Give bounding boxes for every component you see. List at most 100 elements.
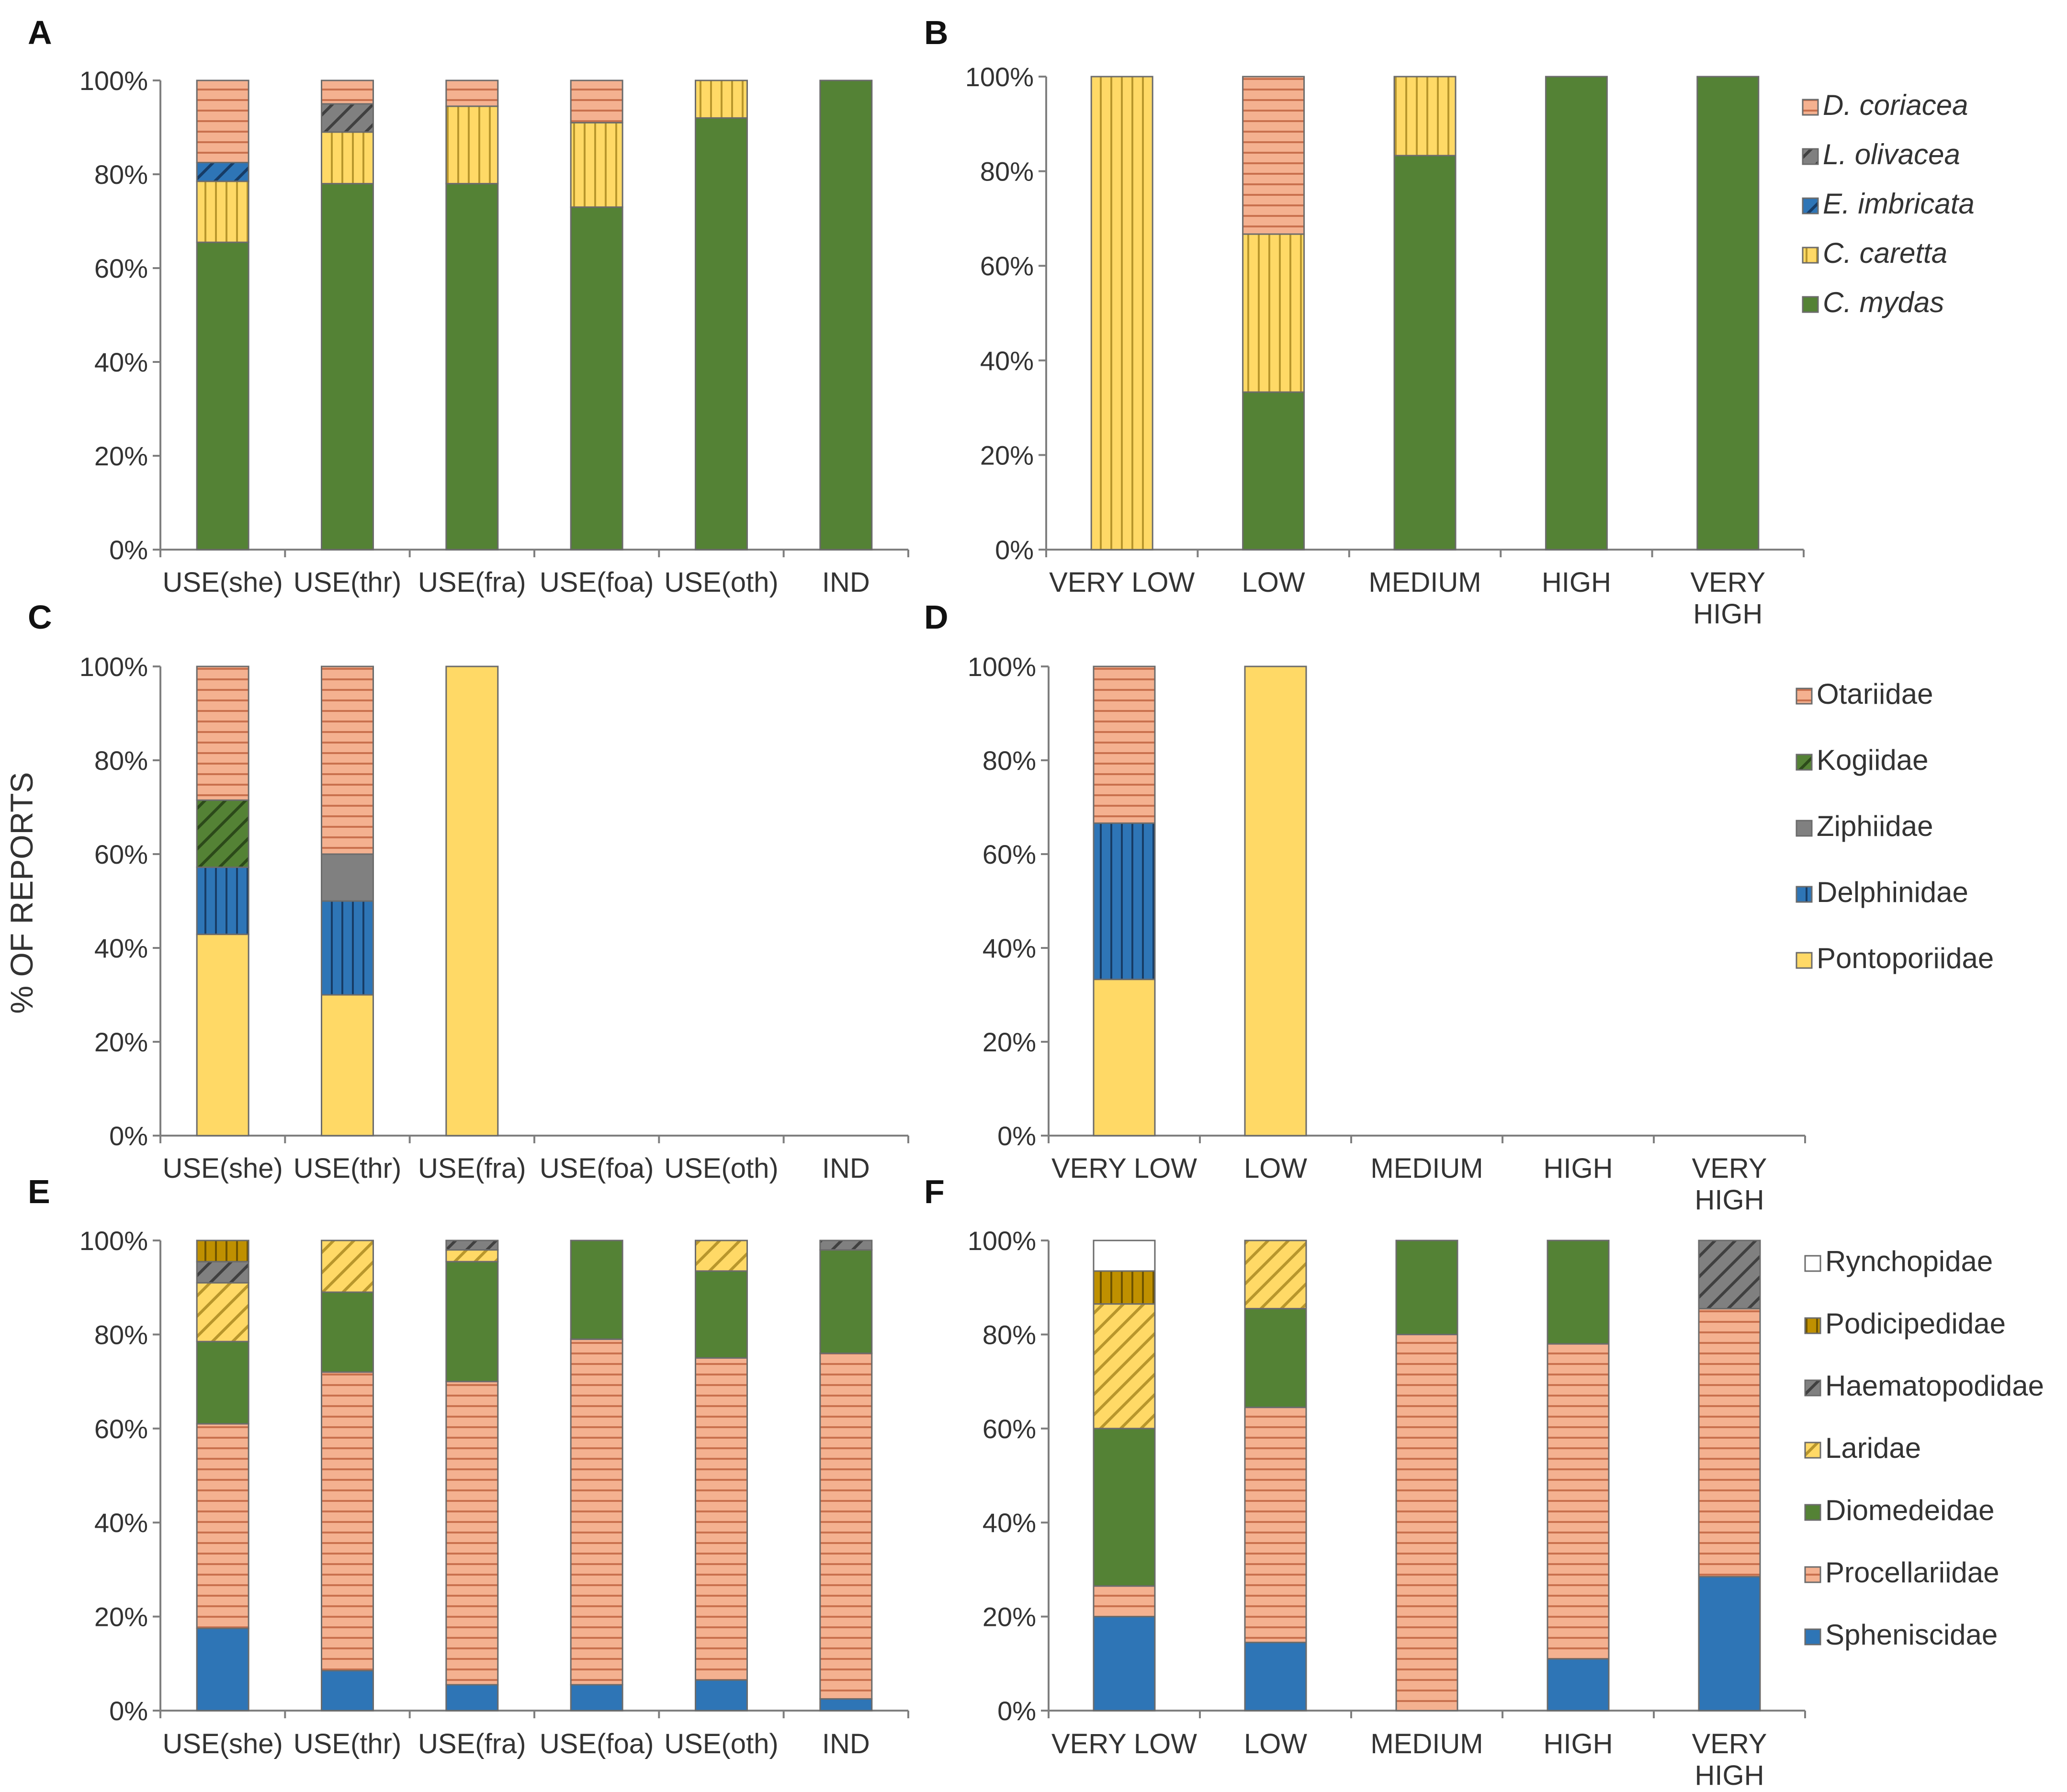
y-tick-label: 0%	[997, 1121, 1036, 1151]
bar-segment-spheniscidae-ind	[819, 1698, 873, 1712]
bar-segment-diomedeidae-use-thr	[321, 1291, 374, 1373]
bar-segment-laridae-use-she	[196, 1282, 249, 1342]
bar-segment-pontoporiidae-use-thr	[321, 994, 374, 1137]
y-tick-label: 0%	[109, 1121, 148, 1151]
bar-segment-spheniscidae-use-fra	[445, 1684, 499, 1712]
y-tick-label: 80%	[980, 157, 1034, 187]
bar-segment-c-caretta-medium	[1393, 76, 1457, 157]
chart-panel-e: E 0% 20% 40% 60% 80% 100% USE(she) USE(thr) USE(f…	[28, 1173, 909, 1759]
x-tick-label: USE(foa)	[540, 567, 654, 598]
x-tick-label: IND	[822, 567, 870, 598]
chart-panel-a: A 0% 20% 40% 60% 80% 100% USE(she) USE(thr) USE(f…	[28, 14, 909, 598]
bar-segment-spheniscidae-low	[1244, 1642, 1307, 1712]
y-tick-label: 20%	[983, 1602, 1036, 1632]
bar-segment-laridae-low	[1244, 1240, 1307, 1309]
bar-segment-spheniscidae-high	[1547, 1658, 1610, 1712]
x-tick-label: USE(she)	[162, 567, 282, 598]
x-tick-label: VERY LOW	[1049, 567, 1195, 598]
chart-panel-f: F 0% 20% 40% 60% 80% 100% VERY LOW LOW MEDIUM HIGH…	[924, 1173, 1806, 1791]
legend-label-otariidae: Otariidae	[1817, 678, 1933, 710]
legend-label-d-coriacea: D. coriacea	[1823, 89, 1968, 121]
y-tick-label: 40%	[980, 346, 1034, 376]
y-tick-label: 100%	[79, 1226, 148, 1256]
legend-label-ziphiidae: Ziphiidae	[1817, 810, 1933, 842]
legend-label-podicipedidae: Podicipedidae	[1825, 1307, 2006, 1340]
x-tick-label: USE(oth)	[664, 1153, 779, 1184]
x-tick-label: HIGH	[1544, 1728, 1613, 1759]
bar-segment-diomedeidae-low	[1244, 1307, 1307, 1409]
panel-letter: C	[28, 598, 52, 636]
y-tick-label: 100%	[79, 652, 148, 682]
y-tick-label: 40%	[983, 933, 1036, 963]
bar-segment-pontoporiidae-low	[1244, 665, 1307, 1137]
legend-label-rynchopidae: Rynchopidae	[1825, 1245, 1993, 1277]
chart-panel-c: C 0% 20% 40% 60% 80% 100% USE(she) USE(thr) USE(f…	[28, 598, 909, 1184]
bar-segment-diomedeidae-high	[1547, 1240, 1610, 1345]
bar-segment-d-coriacea-use-she	[196, 79, 249, 163]
legend-birds: Rynchopidae Podicipedidae Haematopodidae La…	[1804, 1245, 2044, 1651]
bar-segment-c-caretta-use-fra	[445, 105, 499, 185]
x-tick-label: USE(foa)	[540, 1728, 654, 1759]
x-tick-label: LOW	[1244, 1153, 1307, 1184]
bar-segment-spheniscidae-use-oth	[695, 1679, 748, 1712]
bar-segment-laridae-use-thr	[321, 1240, 374, 1293]
y-tick-label: 100%	[968, 1226, 1036, 1256]
x-tick-label: HIGH	[1542, 567, 1611, 598]
bar-segment-podicipedidae-very-low	[1093, 1270, 1156, 1305]
x-tick-label: USE(fra)	[418, 1728, 526, 1759]
x-tick-label: USE(thr)	[294, 567, 402, 598]
bar-segment-c-mydas-use-oth	[695, 117, 748, 551]
bar-segment-spheniscidae-use-she	[196, 1627, 249, 1712]
x-tick-label: MEDIUM	[1370, 1153, 1483, 1184]
bar-segment-spheniscidae-use-thr	[321, 1670, 374, 1712]
legend-swatch-delphinidae	[1796, 886, 1813, 903]
y-tick-label: 0%	[997, 1696, 1036, 1726]
y-tick-label: 100%	[79, 66, 148, 96]
x-tick-label: MEDIUM	[1368, 567, 1481, 598]
legend-turtles: D. coriacea L. olivacea E. imbricata C. car…	[1802, 89, 1975, 318]
legend-label-c-mydas: C. mydas	[1823, 286, 1944, 318]
y-tick-label: 0%	[995, 535, 1034, 565]
bar-segment-laridae-use-fra	[445, 1249, 499, 1262]
legend-label-kogiidae: Kogiidae	[1817, 744, 1929, 776]
y-tick-label: 80%	[983, 745, 1036, 776]
bar-segment-c-caretta-very-low	[1090, 76, 1153, 551]
y-tick-label: 60%	[980, 251, 1034, 281]
y-tick-label: 60%	[94, 1414, 148, 1444]
x-tick-label: USE(fra)	[418, 567, 526, 598]
legend-label-delphinidae: Delphinidae	[1817, 876, 1968, 908]
x-tick-label: MEDIUM	[1370, 1728, 1483, 1759]
bar-segment-c-caretta-use-oth	[695, 79, 748, 119]
charts: A 0% 20% 40% 60% 80% 100% USE(she) USE(thr) USE(f…	[28, 14, 1806, 1791]
bar-segment-d-coriacea-low	[1242, 76, 1305, 235]
legend-swatch-procellariidae	[1804, 1566, 1821, 1583]
x-tick-label: USE(oth)	[664, 567, 779, 598]
y-tick-label: 60%	[983, 839, 1036, 869]
x-tick-label: USE(she)	[162, 1728, 282, 1759]
bar-segment-c-mydas-use-she	[196, 241, 249, 551]
bar-segment-pontoporiidae-use-fra	[445, 665, 499, 1137]
bar-segment-procellariidae-high	[1547, 1343, 1610, 1660]
bar-segment-spheniscidae-very-high	[1698, 1576, 1761, 1712]
x-tick-label: USE(thr)	[294, 1153, 402, 1184]
y-tick-label: 40%	[94, 933, 148, 963]
y-tick-label: 20%	[94, 441, 148, 471]
legend-label-haematopodidae: Haematopodidae	[1825, 1370, 2044, 1402]
x-tick-label: USE(oth)	[664, 1728, 779, 1759]
bar-segment-c-caretta-low	[1242, 233, 1305, 393]
bar-segment-haematopodidae-ind	[819, 1240, 873, 1251]
bar-segment-laridae-use-oth	[695, 1240, 748, 1272]
bar-segment-procellariidae-low	[1244, 1407, 1307, 1644]
bar-segment-diomedeidae-ind	[819, 1249, 873, 1354]
chart-panel-d: D 0% 20% 40% 60% 80% 100% VERY LOW LOW MEDIUM HIGH…	[924, 598, 1806, 1216]
bar-segment-l-olivacea-use-thr	[321, 103, 374, 133]
legend-label-procellariidae: Procellariidae	[1825, 1556, 1999, 1589]
x-tick-label: VERY LOW	[1051, 1728, 1197, 1759]
bar-segment-rynchopidae-very-low	[1093, 1240, 1156, 1272]
bar-segment-haematopodidae-use-she	[196, 1261, 249, 1284]
bar-segment-c-mydas-high	[1545, 76, 1608, 551]
bar-segment-podicipedidae-use-she	[196, 1240, 249, 1262]
y-tick-label: 20%	[94, 1602, 148, 1632]
y-tick-label: 20%	[980, 440, 1034, 470]
panel-letter: B	[924, 14, 949, 51]
